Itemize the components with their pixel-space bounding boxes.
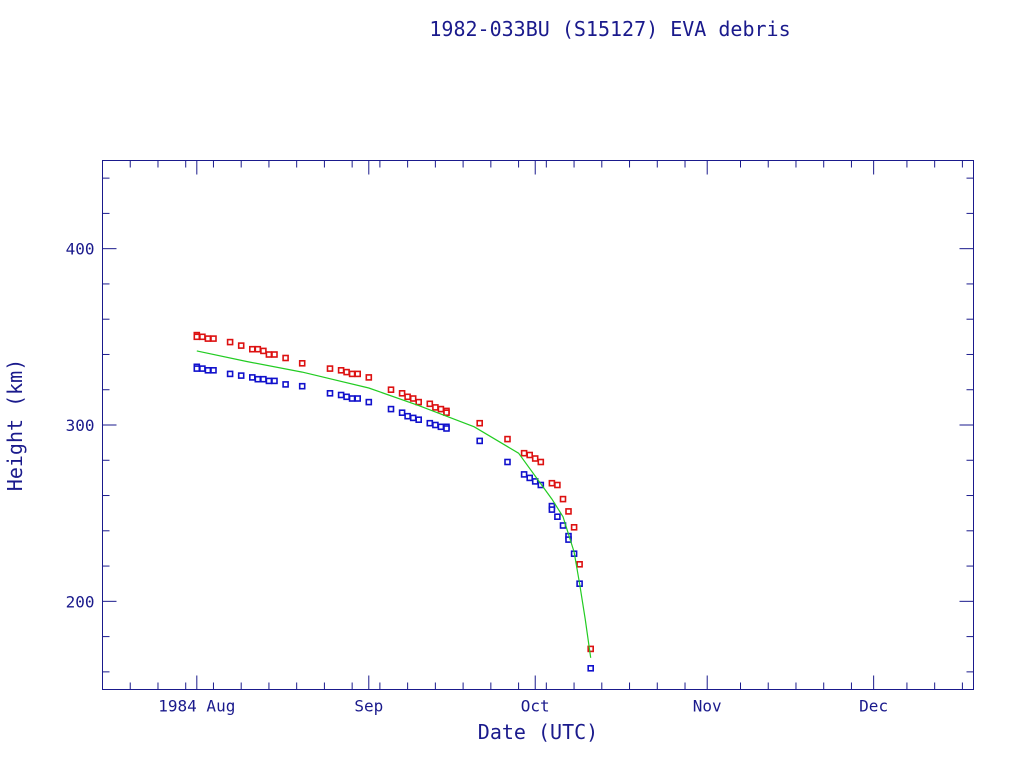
data-point [526, 451, 534, 459]
data-point [249, 374, 256, 381]
data-point [226, 338, 234, 346]
data-point [348, 395, 356, 402]
data-point [193, 365, 201, 372]
data-point [504, 435, 511, 443]
y-axis-label: Height (km) [3, 359, 27, 491]
data-point [337, 391, 345, 399]
data-point [504, 458, 511, 466]
data-point [565, 508, 572, 515]
data-point [531, 455, 539, 462]
data-point [282, 354, 289, 362]
data-point [254, 375, 262, 383]
data-point [415, 416, 423, 424]
data-point [437, 405, 445, 413]
data-point [343, 393, 350, 401]
data-point [559, 495, 567, 503]
data-point [354, 395, 362, 402]
data-point [348, 370, 356, 378]
data-point [204, 335, 212, 342]
series-1 [193, 363, 595, 672]
data-point [526, 474, 534, 482]
data-point [554, 513, 561, 521]
data-point [193, 333, 201, 341]
y-tick-label: 300 [66, 416, 95, 435]
data-point [199, 365, 206, 372]
y-tick-label: 200 [66, 592, 95, 611]
series-layer [193, 331, 595, 672]
x-tick-label: Nov [693, 697, 722, 716]
data-point [587, 645, 595, 653]
data-point [404, 412, 411, 420]
data-point [398, 409, 406, 417]
data-point [537, 458, 545, 466]
data-point [237, 342, 245, 349]
data-point [298, 359, 306, 367]
data-point [432, 404, 439, 411]
data-point [520, 471, 528, 478]
data-point [531, 478, 539, 485]
data-point [409, 414, 417, 422]
data-point [271, 377, 278, 385]
data-point [365, 398, 373, 406]
data-point [265, 377, 273, 385]
data-point [548, 506, 556, 513]
data-point [387, 386, 395, 394]
data-point [354, 370, 362, 378]
data-point [404, 393, 411, 401]
data-point [326, 365, 334, 372]
data-point [387, 405, 395, 413]
data-point [210, 335, 217, 342]
axis-tick-labels: 1984 Aug Sep Oct Nov Dec 200 300 400 [66, 240, 888, 716]
plot-frame [102, 160, 974, 690]
axis-ticks [102, 160, 974, 690]
data-point [476, 419, 484, 427]
data-point [415, 398, 423, 406]
data-point [254, 345, 262, 353]
data-point [520, 449, 528, 457]
series-2 [196, 350, 592, 658]
data-point [271, 351, 278, 358]
data-point [343, 368, 350, 376]
data-point [326, 389, 334, 397]
chart-title: 1982-033BU (S15127) EVA debris [429, 17, 790, 41]
data-point [587, 664, 595, 672]
data-point [210, 366, 217, 374]
data-point [260, 375, 267, 383]
data-point [260, 347, 267, 355]
data-point [249, 345, 256, 353]
data-point [576, 560, 583, 568]
data-point [548, 479, 556, 487]
data-point [237, 372, 245, 379]
data-point [537, 481, 545, 489]
data-point [265, 351, 273, 358]
data-point [437, 423, 445, 431]
data-point [398, 389, 406, 397]
x-tick-label: Dec [859, 697, 888, 716]
data-point [443, 425, 450, 432]
x-axis-label: Date (UTC) [478, 720, 598, 744]
data-point [565, 536, 572, 543]
data-point [426, 419, 434, 427]
x-tick-label: Oct [521, 697, 550, 716]
data-point [337, 366, 345, 374]
data-point [443, 409, 450, 417]
data-point [554, 481, 561, 489]
data-point [409, 395, 417, 402]
data-point [204, 366, 212, 374]
y-tick-label: 400 [66, 240, 95, 259]
x-tick-label: 1984 Aug [158, 697, 235, 716]
data-point [298, 382, 306, 390]
data-point [365, 374, 373, 381]
series-0 [193, 331, 595, 653]
data-point [432, 421, 439, 429]
x-tick-label: Sep [354, 697, 383, 716]
data-point [570, 523, 578, 531]
data-point [282, 381, 289, 388]
fit-line [196, 350, 592, 658]
data-point [199, 333, 206, 341]
data-point [476, 437, 484, 445]
data-point [426, 400, 434, 408]
data-point [226, 370, 234, 378]
